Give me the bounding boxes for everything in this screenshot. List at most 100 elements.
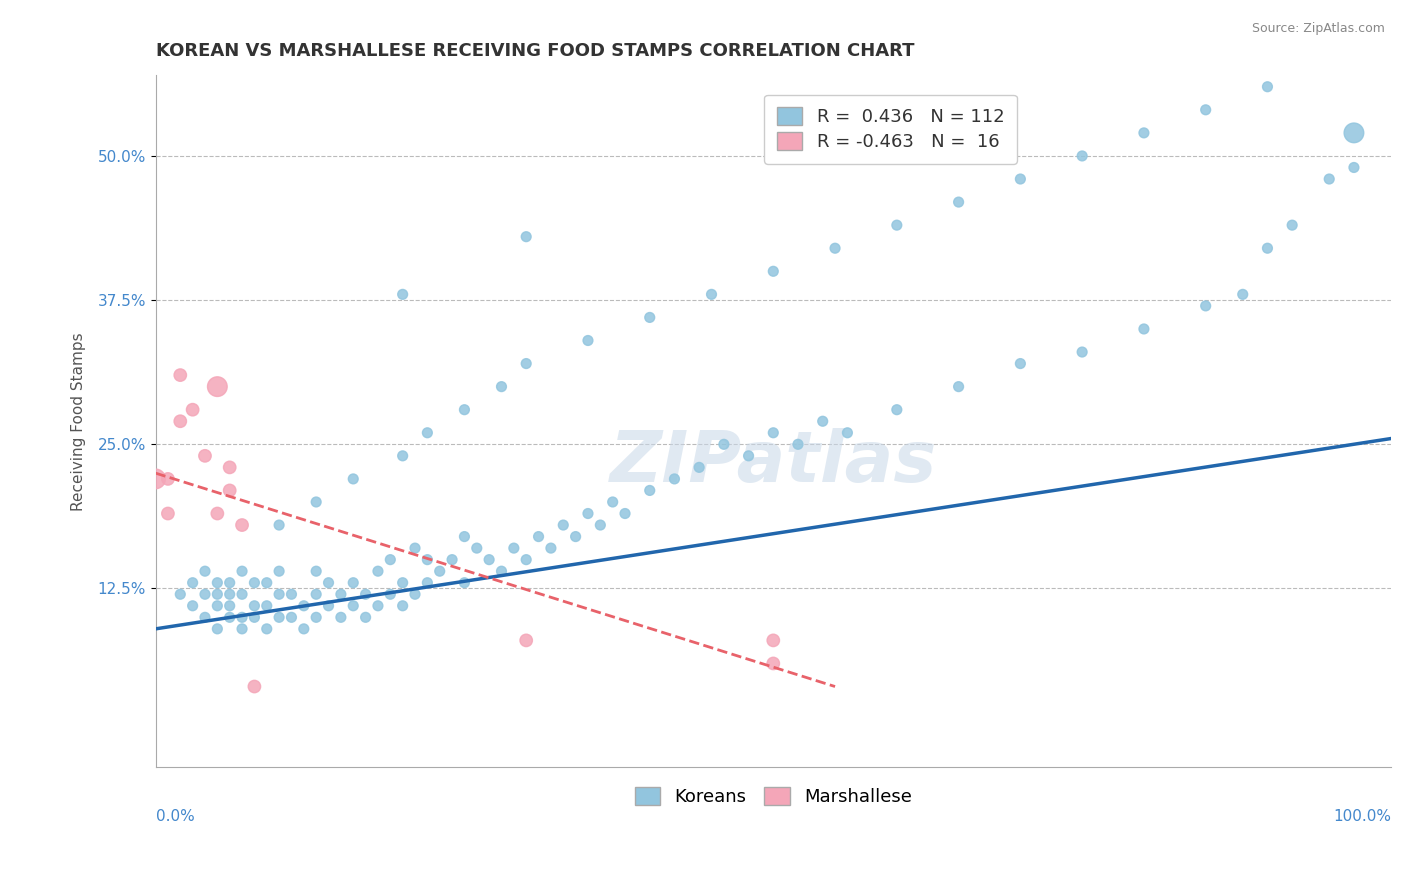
Point [305, 564, 328, 578]
Point [380, 552, 402, 566]
Point [329, 587, 352, 601]
Point [416, 552, 439, 566]
Point [564, 530, 586, 544]
Point [218, 460, 240, 475]
Point [391, 575, 413, 590]
Point [886, 218, 908, 232]
Point [231, 564, 253, 578]
Point [886, 402, 908, 417]
Point [243, 575, 266, 590]
Point [269, 518, 291, 533]
Point [491, 379, 513, 393]
Point [1133, 126, 1156, 140]
Point [218, 599, 240, 613]
Point [391, 449, 413, 463]
Point [576, 507, 599, 521]
Point [762, 264, 785, 278]
Point [515, 229, 537, 244]
Point [169, 414, 191, 428]
Point [638, 310, 661, 325]
Y-axis label: Receiving Food Stamps: Receiving Food Stamps [72, 332, 86, 510]
Text: KOREAN VS MARSHALLESE RECEIVING FOOD STAMPS CORRELATION CHART: KOREAN VS MARSHALLESE RECEIVING FOOD STA… [156, 42, 914, 60]
Point [243, 680, 266, 694]
Point [1343, 161, 1365, 175]
Point [948, 195, 970, 210]
Point [367, 599, 389, 613]
Point [342, 472, 364, 486]
Point [194, 587, 217, 601]
Point [354, 587, 377, 601]
Point [602, 495, 624, 509]
Point [342, 599, 364, 613]
Point [762, 633, 785, 648]
Point [553, 518, 575, 533]
Point [478, 552, 501, 566]
Point [515, 633, 537, 648]
Point [207, 587, 229, 601]
Point [404, 587, 426, 601]
Point [156, 472, 179, 486]
Point [269, 610, 291, 624]
Point [207, 379, 229, 393]
Point [416, 425, 439, 440]
Point [441, 552, 464, 566]
Point [256, 622, 278, 636]
Point [1071, 345, 1094, 359]
Point [207, 599, 229, 613]
Point [380, 587, 402, 601]
Point [527, 530, 550, 544]
Point [1010, 357, 1032, 371]
Point [280, 587, 302, 601]
Point [811, 414, 834, 428]
Point [948, 379, 970, 393]
Point [231, 587, 253, 601]
Point [243, 599, 266, 613]
Point [292, 599, 315, 613]
Point [1343, 126, 1365, 140]
Point [416, 575, 439, 590]
Point [218, 575, 240, 590]
Text: 0.0%: 0.0% [156, 809, 194, 824]
Point [1232, 287, 1254, 301]
Point [145, 472, 167, 486]
Point [688, 460, 710, 475]
Point [576, 334, 599, 348]
Point [354, 610, 377, 624]
Point [207, 622, 229, 636]
Text: ZIPatlas: ZIPatlas [610, 428, 936, 497]
Point [1071, 149, 1094, 163]
Point [305, 495, 328, 509]
Point [269, 587, 291, 601]
Point [762, 425, 785, 440]
Point [156, 507, 179, 521]
Point [181, 575, 204, 590]
Legend: Koreans, Marshallese: Koreans, Marshallese [624, 777, 922, 817]
Point [1281, 218, 1303, 232]
Point [1195, 103, 1218, 117]
Point [638, 483, 661, 498]
Point [194, 564, 217, 578]
Point [429, 564, 451, 578]
Point [737, 449, 759, 463]
Point [404, 541, 426, 555]
Point [231, 610, 253, 624]
Point [787, 437, 810, 451]
Point [169, 368, 191, 383]
Point [453, 575, 475, 590]
Point [218, 587, 240, 601]
Point [280, 610, 302, 624]
Point [243, 610, 266, 624]
Point [218, 610, 240, 624]
Point [1010, 172, 1032, 186]
Point [194, 449, 217, 463]
Point [824, 241, 846, 255]
Point [292, 622, 315, 636]
Point [837, 425, 859, 440]
Point [218, 483, 240, 498]
Point [269, 564, 291, 578]
Text: 100.0%: 100.0% [1333, 809, 1391, 824]
Point [329, 610, 352, 624]
Point [762, 657, 785, 671]
Point [305, 610, 328, 624]
Point [367, 564, 389, 578]
